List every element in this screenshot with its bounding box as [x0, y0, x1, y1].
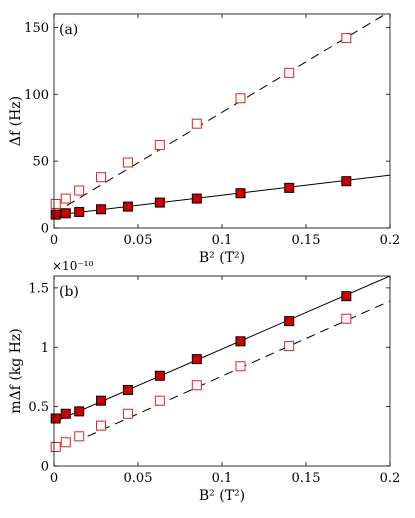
y-tick-label: 50: [32, 155, 49, 170]
data-point-filled: [191, 193, 202, 204]
data-point-open: [60, 193, 71, 204]
x-tick-label: 0.15: [292, 471, 321, 486]
data-point-filled: [96, 395, 107, 406]
data-point-filled: [341, 291, 352, 302]
data-point-open: [50, 442, 61, 452]
data-point-open: [284, 67, 295, 78]
data-point-open: [284, 341, 295, 352]
x-tick-label: 0.1: [212, 233, 233, 248]
x-axis-label: B² (T²): [199, 488, 245, 504]
data-point-open: [191, 380, 202, 391]
x-tick-label: 0.1: [212, 471, 233, 486]
fit-line-solid: [54, 276, 390, 423]
y-tick-label: 0: [41, 222, 49, 237]
data-point-open: [60, 437, 71, 448]
data-point-open: [122, 157, 133, 168]
x-tick-label: 0.15: [292, 233, 321, 248]
x-tick-label: 0.2: [380, 471, 401, 486]
panel-a: 0 0.05 0.1 0.15 0.2 0 50 100 150 (a) B² (T²) Δf (Hz…: [8, 13, 401, 266]
data-point-filled: [235, 188, 246, 199]
data-point-filled: [60, 408, 71, 419]
data-point-open: [74, 431, 85, 442]
data-point-filled: [191, 354, 202, 365]
x-tick-label: 0.05: [124, 233, 153, 248]
data-point-filled: [341, 176, 352, 187]
data-point-open: [122, 408, 133, 419]
data-point-filled: [154, 197, 165, 208]
x-tick-label: 0.2: [380, 233, 401, 248]
x-tick-label: 0: [50, 471, 58, 486]
data-point-filled: [235, 336, 246, 347]
data-point-filled: [284, 316, 295, 327]
data-point-open: [74, 185, 85, 196]
data-point-open: [96, 420, 107, 431]
x-axis-label: B² (T²): [199, 250, 245, 266]
data-point-open: [154, 140, 165, 151]
y-axis-label: mΔf (kg Hz): [8, 328, 24, 413]
y-axis-label: Δf (Hz): [8, 96, 24, 146]
data-point-open: [191, 118, 202, 129]
plot-frame: [53, 13, 391, 229]
y-tick-label: 1.5: [28, 281, 49, 296]
data-point-filled: [74, 406, 85, 417]
x-tick-label: 0.05: [124, 471, 153, 486]
panel-label: (b): [59, 284, 79, 300]
data-point-open: [341, 313, 352, 324]
y-tick-label: 1: [41, 341, 49, 356]
data-point-open: [154, 395, 165, 406]
data-point-filled: [122, 201, 133, 212]
data-point-open: [96, 172, 107, 183]
plot-frame: [53, 275, 391, 467]
panel-label: (a): [59, 22, 78, 38]
data-point-filled: [122, 385, 133, 395]
data-point-filled: [50, 413, 61, 424]
y-tick-label: 0: [41, 460, 49, 475]
fit-line-dashed: [54, 14, 387, 214]
y-exponent-label: ×10⁻¹⁰: [52, 259, 93, 273]
data-point-open: [235, 93, 246, 104]
data-point-open: [50, 198, 61, 209]
y-tick-label: 0.5: [28, 400, 49, 415]
data-point-filled: [96, 204, 107, 215]
fit-line-solid: [54, 174, 390, 216]
panel-b: 0 0.05 0.1 0.15 0.2 0 0.5 1 1.5 (b) B² (T²) mΔf (kg…: [8, 259, 400, 504]
x-tick-label: 0: [50, 233, 58, 248]
y-tick-label: 150: [24, 21, 49, 36]
data-point-filled: [284, 182, 295, 193]
data-point-open: [341, 33, 352, 44]
data-point-open: [235, 361, 246, 372]
y-tick-label: 100: [24, 88, 49, 103]
data-point-filled: [60, 208, 71, 219]
data-point-filled: [74, 206, 85, 217]
data-point-filled: [50, 209, 61, 220]
data-point-filled: [154, 370, 165, 381]
